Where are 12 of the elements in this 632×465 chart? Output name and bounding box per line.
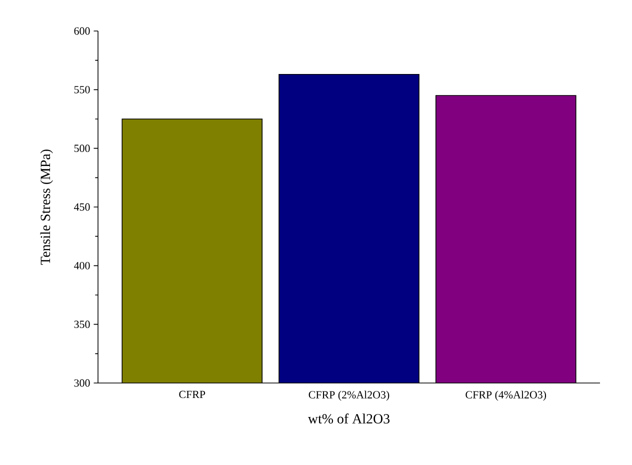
y-tick-label: 450 bbox=[74, 203, 90, 211]
y-tick-label: 600 bbox=[74, 27, 90, 35]
y-tick-label: 500 bbox=[74, 144, 90, 152]
x-tick-label: CFRP bbox=[179, 390, 206, 398]
y-axis-title: Tensile Stress (MPa) bbox=[40, 150, 53, 265]
y-tick-label: 550 bbox=[74, 86, 90, 94]
x-tick-label: CFRP (4%Al2O3) bbox=[466, 390, 546, 401]
y-tick-label: 400 bbox=[74, 262, 90, 270]
x-axis-title: wt% of Al2O3 bbox=[308, 414, 390, 424]
x-tick-label: CFRP (2%Al2O3) bbox=[308, 390, 390, 401]
y-tick-label: 350 bbox=[74, 320, 90, 328]
y-tick-label: 300 bbox=[74, 379, 90, 387]
